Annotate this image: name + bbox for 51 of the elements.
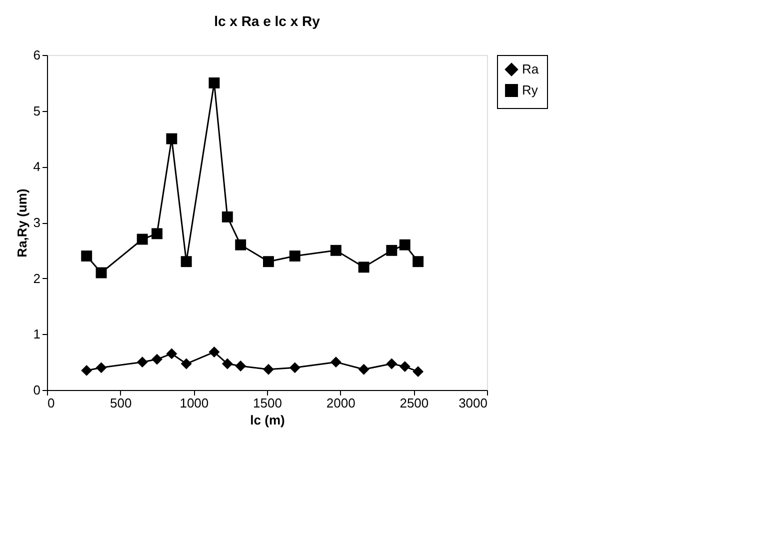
- point: [152, 354, 162, 365]
- point: [96, 267, 107, 278]
- point: [208, 77, 220, 88]
- x-axis-title: lc (m): [250, 412, 285, 428]
- point: [235, 360, 246, 372]
- chart-title: lc x Ra e lc x Ry: [214, 13, 320, 29]
- point: [289, 362, 300, 374]
- point: [208, 346, 220, 358]
- y-tick-label: 5: [33, 103, 40, 118]
- point: [399, 361, 410, 372]
- point: [386, 358, 398, 370]
- point: [81, 250, 92, 262]
- x-tick-label: 2500: [400, 396, 429, 410]
- y-axis-title: Ra,Ry (um): [14, 188, 30, 258]
- y-tick-label: 4: [33, 159, 40, 174]
- x-tick-label: 0: [48, 396, 55, 410]
- y-tick-label: 6: [33, 48, 40, 62]
- point: [412, 366, 424, 378]
- point: [222, 358, 233, 370]
- point: [136, 234, 148, 245]
- point: [235, 239, 246, 250]
- point: [330, 244, 342, 256]
- point: [358, 364, 370, 375]
- point: [399, 239, 410, 250]
- y-tick-label: 1: [33, 326, 40, 342]
- point: [152, 228, 162, 240]
- x-tick-label: 1500: [253, 396, 282, 410]
- point: [262, 256, 274, 268]
- y-tick-label: 3: [33, 215, 40, 230]
- x-tick-label: 500: [110, 396, 132, 410]
- point: [330, 356, 342, 368]
- x-tick-label: 1000: [180, 396, 209, 410]
- point: [386, 244, 398, 256]
- point: [289, 250, 300, 262]
- point: [412, 256, 424, 268]
- x-tick-label: 3000: [458, 396, 488, 410]
- x-tick-label: 2000: [326, 396, 356, 410]
- y-tick-label: 2: [33, 270, 40, 286]
- point: [81, 364, 92, 376]
- point: [222, 211, 233, 222]
- legend-label: Ra: [522, 62, 540, 76]
- point: [96, 362, 107, 374]
- y-tick-label: 0: [33, 382, 40, 398]
- point: [180, 358, 192, 370]
- point: [180, 256, 192, 268]
- point: [262, 364, 274, 375]
- point: [166, 133, 178, 144]
- point: [136, 356, 148, 368]
- point: [358, 262, 370, 273]
- legend-label: Ry: [522, 82, 538, 98]
- point: [166, 348, 178, 360]
